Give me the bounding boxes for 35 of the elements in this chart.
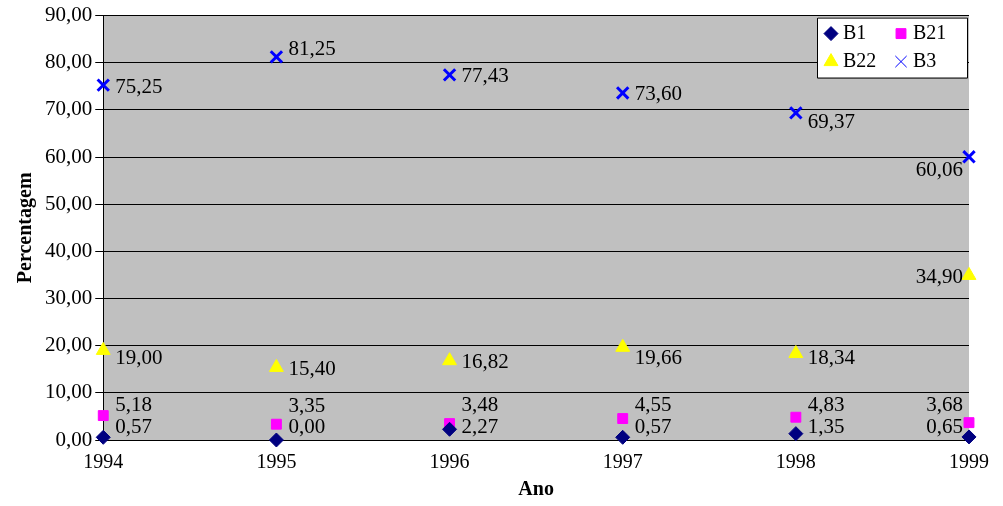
legend-label: B22 (843, 48, 877, 71)
legend-label: B3 (913, 48, 937, 71)
data-label: 19,00 (115, 345, 163, 370)
y-tick-label: 50,00 (45, 190, 93, 215)
x-tick-label: 1999 (949, 450, 989, 473)
x-tick-label: 1997 (602, 450, 643, 473)
x-tick-label: 1994 (83, 450, 124, 473)
y-axis-title: Percentagem (13, 172, 37, 284)
y-tick-label: 10,00 (45, 379, 93, 404)
data-label: 77,43 (461, 63, 509, 88)
x-tick-label: 1998 (775, 450, 816, 473)
x-tick-label: 1996 (429, 450, 470, 473)
y-tick-label: 70,00 (45, 96, 93, 121)
data-label: 34,90 (915, 263, 963, 288)
y-tick-label: 90,00 (45, 2, 93, 27)
x-tick-label: 1995 (256, 450, 297, 473)
data-label: 81,25 (288, 36, 336, 61)
y-tick-label: 20,00 (45, 332, 93, 357)
legend-label: B21 (913, 20, 947, 43)
data-label: 16,82 (461, 349, 509, 374)
y-tick-label: 60,00 (45, 143, 93, 168)
data-label: 19,66 (634, 345, 682, 370)
y-tick-label: 30,00 (45, 285, 93, 310)
data-label: 18,34 (807, 345, 856, 370)
data-label: 60,06 (915, 156, 963, 181)
y-tick-label: 40,00 (45, 237, 93, 262)
data-label: 3,35 (288, 392, 326, 417)
data-label: 75,25 (115, 73, 163, 98)
y-tick-label: 0,00 (55, 426, 93, 451)
data-label: 15,40 (288, 355, 336, 380)
data-label: 73,60 (634, 81, 682, 106)
legend-label: B1 (843, 20, 867, 43)
data-label: 69,37 (807, 109, 856, 134)
x-axis-title: Ano (518, 477, 554, 500)
y-tick-label: 80,00 (45, 49, 93, 74)
